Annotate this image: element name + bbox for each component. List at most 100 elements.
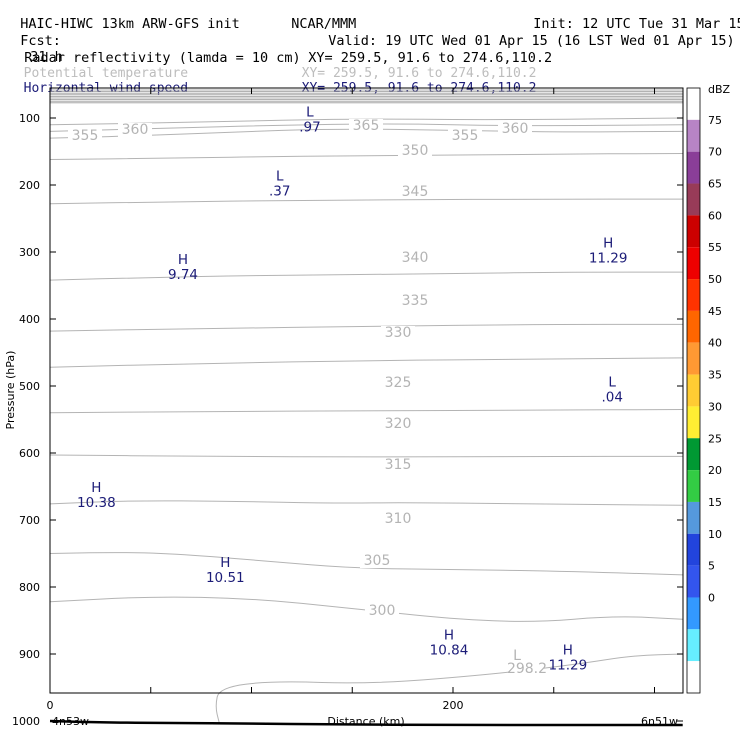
y-axis: 100 200 300 400 500 600 700 800 900 1000 (12, 112, 683, 728)
field-line-theta: Potential temperature (8, 50, 188, 82)
valid-time: Valid: 19 UTC Wed 01 Apr 15 (16 LST Wed … (312, 17, 735, 49)
contour-label-360: 360 (502, 121, 529, 137)
wind-extremum-H: H (220, 555, 230, 571)
y-tick-label: 800 (19, 581, 40, 594)
org-title: NCAR/MMM (275, 0, 356, 32)
contour-label-bg (398, 251, 432, 265)
colorbar-swatch (687, 565, 700, 598)
theta-contour-305 (49, 596, 683, 622)
model-name: HAIC-HIWC 13km ARW-GFS init (20, 16, 240, 32)
colorbar-swatch (687, 406, 700, 439)
upper-contour-bands (50, 89, 683, 104)
theta-contour-310 (49, 552, 683, 576)
contour-label-bg (398, 294, 432, 308)
terrain-line (49, 719, 683, 727)
y-tick-label: 700 (19, 514, 40, 527)
theta-contour-320 (49, 454, 683, 458)
theta-contour-315 (49, 500, 683, 506)
colorbar-swatch (687, 533, 700, 566)
colorbar-label: 45 (708, 305, 722, 318)
wind-extremum-H: H (178, 252, 188, 268)
wind-extremum-value: .97 (299, 120, 320, 136)
y-tick-label: 600 (19, 447, 40, 460)
wind-extremum-value: .04 (601, 390, 622, 406)
field-xy: XY= 259.5, 91.6 to 274.6,110.2 (308, 50, 553, 66)
contour-label-bg (365, 604, 399, 618)
contour-label-bg (381, 376, 415, 390)
colorbar-label: 55 (708, 241, 722, 254)
colorbar-swatch (687, 88, 700, 120)
contour-label-bg (381, 326, 415, 340)
theta-contour-350 (49, 153, 683, 160)
contour-label-350: 350 (402, 143, 429, 159)
colorbar-swatch (687, 310, 700, 343)
colorbar-label: 25 (708, 432, 722, 445)
colorbar-unit: dBZ (708, 83, 731, 96)
field-name: Potential temperature (23, 66, 189, 81)
wind-extremum-H: H (444, 627, 454, 643)
wind-extrema: L.97L.37H9.74H11.29L.04H10.38H10.51H10.8… (77, 105, 627, 674)
wind-extremum-value: 11.29 (549, 658, 588, 674)
y-tick-label: 300 (19, 246, 40, 259)
wind-extremum-L: L (608, 375, 616, 391)
contour-label-340: 340 (402, 250, 429, 266)
init-time: Init: 12 UTC Tue 31 Mar 15 (517, 0, 740, 32)
wind-extremum-value: 10.38 (77, 495, 116, 511)
colorbar-label: 35 (708, 369, 722, 382)
colorbar-swatch (687, 374, 700, 407)
colorbar-swatch (687, 629, 700, 662)
colorbar-swatch (687, 151, 700, 184)
contour-label-325: 325 (385, 375, 412, 391)
wind-extremum-H: H (563, 643, 573, 659)
fcst-value: 31 h (30, 49, 63, 65)
field-xy-reflectivity: XY= 259.5, 91.6 to 274.6,110.2 (292, 34, 552, 66)
contour-label-305: 305 (364, 553, 391, 569)
contour-label-335: 335 (402, 293, 429, 309)
colorbar-label: 40 (708, 337, 722, 350)
wind-extremum-value: 10.84 (430, 642, 469, 658)
contour-label-355: 355 (72, 128, 99, 144)
contour-label-bg (510, 662, 544, 676)
field-name: Radar reflectivity (lamda = 10 cm) (24, 50, 301, 66)
colorbar-label: 75 (708, 114, 722, 127)
x-axis: 0 200 (47, 88, 655, 712)
fcst-label: Fcst: (20, 33, 61, 49)
y-tick-label: 200 (19, 179, 40, 192)
org-name: NCAR/MMM (291, 16, 357, 32)
y-tick-label: 1000 (12, 715, 40, 728)
contour-label-bg (349, 119, 383, 133)
colorbar-swatch (687, 597, 700, 630)
contour-label-bg (498, 122, 532, 136)
wind-extremum-value: 9.74 (168, 267, 198, 283)
contour-label-298.2: 298.2 (507, 661, 547, 677)
theta-contour-325 (49, 409, 683, 414)
x-right-label: 6n51w (641, 715, 678, 728)
contour-label-bg (398, 144, 432, 158)
colorbar-swatch (687, 215, 700, 248)
field-xy: XY= 259.5, 91.6 to 274.6,110.2 (301, 66, 537, 81)
contour-label-345: 345 (402, 184, 429, 200)
contour-label-360: 360 (122, 122, 149, 138)
forecast-hour: Fcst: 31 h (4, 17, 63, 65)
y-tick-label: 400 (19, 313, 40, 326)
y-tick-label: 900 (19, 648, 40, 661)
contour-label-355: 355 (452, 128, 479, 144)
colorbar-label: 10 (708, 528, 722, 541)
contour-label-bg (360, 554, 394, 568)
valid-text: Valid: 19 UTC Wed 01 Apr 15 (16 LST Wed … (328, 33, 735, 49)
colorbar-swatch (687, 501, 700, 534)
colorbar-swatch (687, 470, 700, 502)
theta-contours (49, 117, 683, 724)
theta-contour-340 (49, 271, 683, 281)
colorbar-label: 20 (708, 464, 722, 477)
theta-contour-labels: 355 355 360 360 365 350 345 340 335 330 325 320 315 3… (68, 118, 547, 677)
x-tick-label: 200 (443, 699, 464, 712)
theta-contour-345 (49, 198, 683, 205)
y-axis-title: Pressure (hPa) (4, 351, 17, 430)
contour-label-bg (118, 123, 152, 137)
theta-min-marker: L (513, 648, 521, 664)
colorbar-label: 5 (708, 560, 715, 573)
y-tick-label: 500 (19, 380, 40, 393)
contour-label-365: 365 (353, 118, 380, 134)
colorbar-swatch (687, 119, 700, 152)
